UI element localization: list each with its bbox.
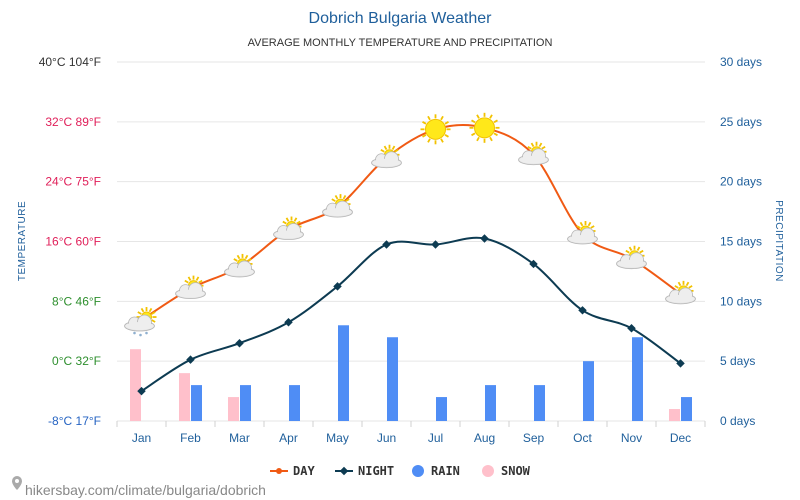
snow-bar[interactable] xyxy=(179,373,190,421)
rain-bar[interactable] xyxy=(191,385,202,421)
x-axis-ticks: Jan Feb Mar Apr May Jun Jul Aug Sep Oct Nov Dec xyxy=(132,431,691,445)
x-tick-label: Apr xyxy=(279,431,298,445)
partly-cloudy-icon xyxy=(224,253,255,278)
night-point[interactable] xyxy=(186,355,195,364)
site-credit[interactable]: hikersbay.com/climate/bulgaria/dobrich xyxy=(12,476,266,498)
left-tick-label: 24°C 75°F xyxy=(45,175,101,189)
snow-bar[interactable] xyxy=(228,397,239,421)
y-axis-label-left: TEMPERATURE xyxy=(17,201,28,281)
night-point[interactable] xyxy=(529,259,538,269)
night-point[interactable] xyxy=(627,324,636,333)
partly-cloudy-icon xyxy=(322,194,353,218)
night-point[interactable] xyxy=(480,234,489,243)
x-tick-label: Dec xyxy=(670,431,691,445)
left-axis-ticks: -8°C 17°F 0°C 32°F 8°C 46°F 16°C 60°F 24°C 7… xyxy=(39,55,101,428)
rain-bar[interactable] xyxy=(534,385,545,421)
x-tick-label: Mar xyxy=(229,431,250,445)
x-tick-label: Jul xyxy=(428,431,443,445)
credit-link[interactable]: hikersbay.com/climate/bulgaria/dobrich xyxy=(25,482,266,498)
partly-cloudy-icon xyxy=(273,216,304,240)
legend-item-night[interactable]: NIGHT xyxy=(335,464,394,478)
night-point[interactable] xyxy=(284,318,293,327)
right-axis-ticks: 0 days 5 days 10 days 15 days 20 days 25 days… xyxy=(720,55,762,428)
rain-bar[interactable] xyxy=(583,361,594,421)
x-tick-label: Nov xyxy=(621,431,642,445)
legend: DAY NIGHT RAIN SNOW xyxy=(270,464,531,478)
rain-bar[interactable] xyxy=(436,397,447,421)
legend-item-day[interactable]: DAY xyxy=(270,464,315,478)
left-tick-label: 8°C 46°F xyxy=(52,294,101,308)
night-point[interactable] xyxy=(431,240,440,249)
right-tick-label: 30 days xyxy=(720,55,762,69)
x-tick-label: Jan xyxy=(132,431,151,445)
snow-bar[interactable] xyxy=(669,409,680,421)
partly-cloudy-icon xyxy=(371,144,402,169)
night-point[interactable] xyxy=(333,282,342,291)
legend-label-night: NIGHT xyxy=(358,464,394,478)
rain-bar[interactable] xyxy=(240,385,251,421)
snow-bar[interactable] xyxy=(130,349,141,421)
partly-cloudy-icon xyxy=(518,141,549,166)
rain-bar[interactable] xyxy=(338,325,349,421)
legend-label-snow: SNOW xyxy=(501,464,531,478)
weather-icons xyxy=(124,112,696,337)
right-tick-label: 25 days xyxy=(720,115,762,129)
x-tick-label: Sep xyxy=(523,431,545,445)
right-tick-label: 5 days xyxy=(720,354,755,368)
night-point[interactable] xyxy=(382,240,391,249)
night-temperature-line xyxy=(140,236,682,392)
right-tick-label: 20 days xyxy=(720,175,762,189)
day-temperature-line xyxy=(140,124,682,321)
location-pin-icon xyxy=(12,476,22,490)
partly-cloudy-icon xyxy=(616,245,647,270)
night-point[interactable] xyxy=(235,338,244,348)
partly-cloudy-icon xyxy=(567,221,598,245)
rain-bar[interactable] xyxy=(632,337,643,421)
night-point[interactable] xyxy=(137,386,146,396)
legend-item-rain[interactable]: RAIN xyxy=(412,464,460,478)
sun-icon xyxy=(469,112,500,143)
temperature-lines xyxy=(137,124,685,396)
night-point[interactable] xyxy=(578,306,587,315)
legend-item-snow[interactable]: SNOW xyxy=(482,464,531,478)
grid-lines xyxy=(116,61,706,427)
chart-subtitle: AVERAGE MONTHLY TEMPERATURE AND PRECIPIT… xyxy=(248,37,553,49)
rain-bar[interactable] xyxy=(387,337,398,421)
partly-cloudy-icon xyxy=(665,280,696,305)
x-tick-label: May xyxy=(326,431,349,445)
x-tick-label: Oct xyxy=(573,431,592,445)
x-tick-label: Aug xyxy=(474,431,495,445)
x-tick-label: Feb xyxy=(180,431,201,445)
sun-icon xyxy=(420,114,451,145)
night-point[interactable] xyxy=(676,359,685,368)
y-axis-label-right: PRECIPITATION xyxy=(773,200,784,282)
left-tick-label: 32°C 89°F xyxy=(45,115,101,129)
legend-label-day: DAY xyxy=(293,464,315,478)
x-tick-label: Jun xyxy=(377,431,396,445)
snow-cloud-icon xyxy=(124,307,157,337)
left-tick-label: 40°C 104°F xyxy=(39,55,101,69)
rain-bar[interactable] xyxy=(289,385,300,421)
left-tick-label: 16°C 60°F xyxy=(45,235,101,249)
rain-bar[interactable] xyxy=(485,385,496,421)
left-tick-label: 0°C 32°F xyxy=(52,354,101,368)
chart-title: Dobrich Bulgaria Weather xyxy=(309,10,493,27)
partly-cloudy-icon xyxy=(175,275,206,300)
right-tick-label: 0 days xyxy=(720,414,755,428)
legend-label-rain: RAIN xyxy=(431,464,460,478)
precipitation-bars xyxy=(130,325,692,421)
right-tick-label: 15 days xyxy=(720,235,762,249)
right-tick-label: 10 days xyxy=(720,294,762,308)
left-tick-label: -8°C 17°F xyxy=(48,414,101,428)
rain-bar[interactable] xyxy=(681,397,692,421)
